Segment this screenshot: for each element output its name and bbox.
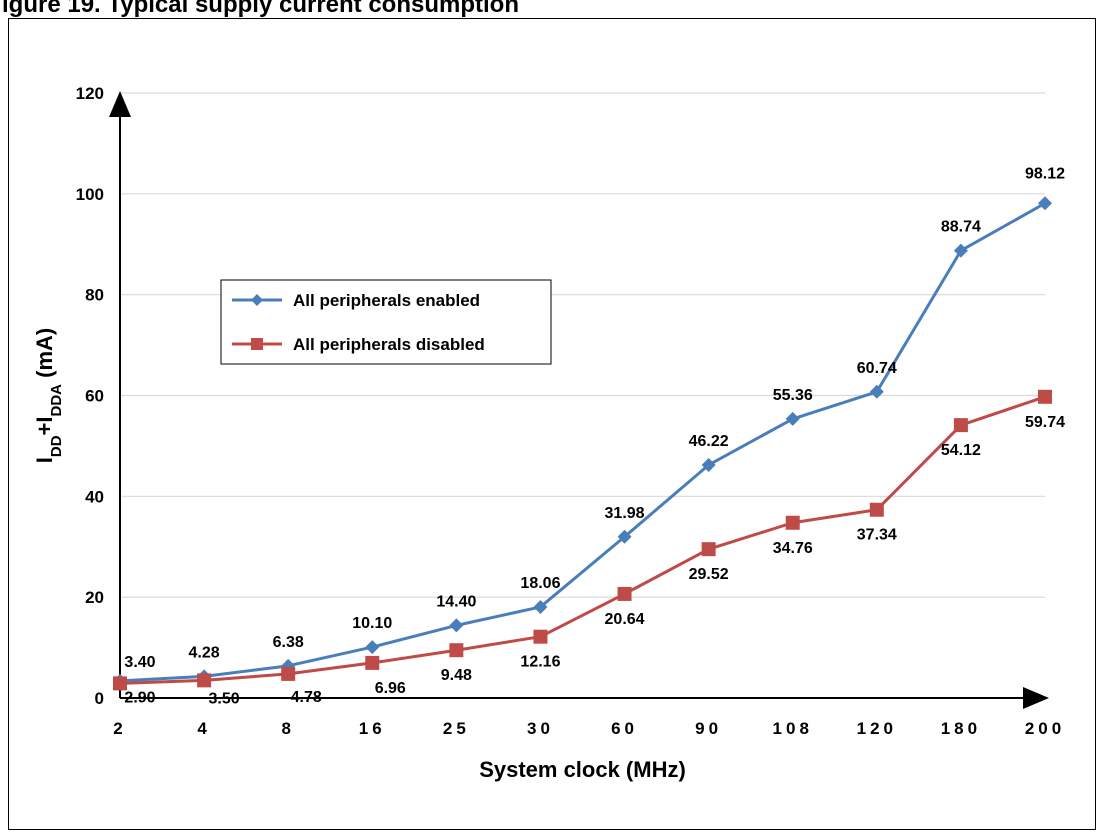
legend-marker-enabled: [251, 294, 263, 306]
axes: [109, 91, 1049, 709]
legend-label-enabled: All peripherals enabled: [293, 291, 480, 310]
data-label-enabled: 6.38: [273, 634, 304, 651]
data-label-disabled: 6.96: [375, 680, 406, 697]
series-line-disabled: [119, 395, 1046, 685]
y-tick-label: 120: [76, 84, 104, 103]
data-label-enabled: 46.22: [689, 433, 729, 450]
data-point-enabled: [617, 529, 632, 544]
data-label-disabled: 9.48: [441, 667, 472, 684]
x-tick-label: 60: [611, 719, 638, 738]
data-point-enabled: [701, 457, 716, 472]
data-label-disabled: 59.74: [1025, 414, 1065, 431]
data-label-enabled: 31.98: [605, 505, 645, 522]
data-label-enabled: 88.74: [941, 219, 981, 236]
data-label-enabled: 14.40: [436, 593, 476, 610]
data-point-enabled: [365, 640, 380, 655]
figure-frame: [8, 18, 1096, 830]
data-point-disabled: [701, 542, 716, 557]
x-axis-arrow: [1023, 687, 1049, 709]
series-line-enabled: [119, 202, 1046, 683]
y-axis-title-sub2: DDA: [48, 384, 65, 417]
data-point-enabled: [785, 411, 800, 426]
data-label-disabled: 34.76: [773, 540, 813, 557]
data-label-disabled: 37.34: [857, 527, 897, 544]
data-point-disabled: [617, 586, 632, 601]
y-axis-title-plus: +I: [32, 416, 57, 435]
data-label-enabled: 55.36: [773, 387, 813, 404]
data-point-disabled: [953, 418, 968, 433]
y-tick-label: 60: [85, 387, 104, 406]
data-point-disabled: [869, 502, 884, 517]
x-tick-label: 8: [281, 719, 294, 738]
data-label-enabled: 4.28: [189, 644, 220, 661]
x-tick-label: 108: [773, 719, 813, 738]
y-axis-title-sub1: DD: [48, 435, 65, 457]
x-tick-label: 120: [857, 719, 897, 738]
x-tick-label: 4: [197, 719, 210, 738]
data-point-enabled: [449, 618, 464, 633]
data-labels: 3.40 4.28 6.38 10.10 14.40 18.06 31.98 46.22 55.…: [124, 165, 1065, 707]
data-label-enabled: 18.06: [520, 575, 560, 592]
series-group: [113, 196, 1052, 691]
data-label-enabled: 10.10: [352, 615, 392, 632]
y-axis-title: IDD+IDDA (mA): [32, 328, 65, 463]
data-point-disabled: [281, 666, 296, 681]
data-label-disabled: 2.90: [124, 689, 155, 706]
y-tick-label: 0: [95, 689, 104, 708]
legend-marker-disabled: [251, 338, 263, 350]
data-point-disabled: [365, 655, 380, 670]
data-point-disabled: [113, 676, 127, 691]
data-point-disabled: [197, 673, 212, 688]
x-tick-label: 16: [359, 719, 386, 738]
data-label-enabled: 60.74: [857, 360, 897, 377]
x-tick-label: 2: [113, 719, 126, 738]
y-axis-arrow: [109, 91, 131, 117]
y-tick-label: 100: [76, 185, 104, 204]
x-tick-label: 25: [443, 719, 470, 738]
y-tick-label: 20: [85, 588, 104, 607]
data-label-disabled: 12.16: [520, 654, 560, 671]
data-label-disabled: 29.52: [689, 566, 729, 583]
data-point-disabled: [785, 515, 800, 530]
y-tick-label: 40: [85, 487, 104, 506]
y-axis-title-main: I: [32, 457, 57, 463]
x-axis-title: System clock (MHz): [479, 757, 686, 782]
data-point-enabled: [869, 384, 884, 399]
data-point-enabled: [1038, 196, 1052, 211]
x-tick-label: 90: [695, 719, 722, 738]
legend-box: [220, 279, 552, 365]
data-label-disabled: 3.50: [209, 690, 240, 707]
data-point-disabled: [533, 629, 548, 644]
x-tick-label: 200: [1025, 719, 1065, 738]
y-axis-title-unit: (mA): [32, 328, 57, 384]
data-label-disabled: 20.64: [605, 611, 645, 628]
data-point-enabled: [953, 243, 968, 258]
x-tick-label: 30: [527, 719, 554, 738]
data-label-disabled: 54.12: [941, 442, 981, 459]
page-title: igure 19. Typical supply current consump…: [2, 0, 519, 18]
x-tick-labels: 2 4 8 16 25 30 60 90 108 120 180 200: [113, 719, 1065, 738]
y-tick-label: 80: [85, 286, 104, 305]
y-tick-labels: 0 20 40 60 80 100 120: [76, 84, 104, 708]
data-point-enabled: [533, 599, 548, 614]
data-point-disabled: [1038, 389, 1052, 404]
legend-label-disabled: All peripherals disabled: [293, 335, 485, 354]
data-label-enabled: 3.40: [124, 654, 155, 671]
data-point-disabled: [449, 643, 464, 658]
data-label-enabled: 98.12: [1025, 165, 1065, 182]
data-label-disabled: 4.78: [291, 689, 322, 706]
legend: All peripherals enabled All peripherals …: [220, 279, 552, 365]
x-tick-label: 180: [941, 719, 981, 738]
